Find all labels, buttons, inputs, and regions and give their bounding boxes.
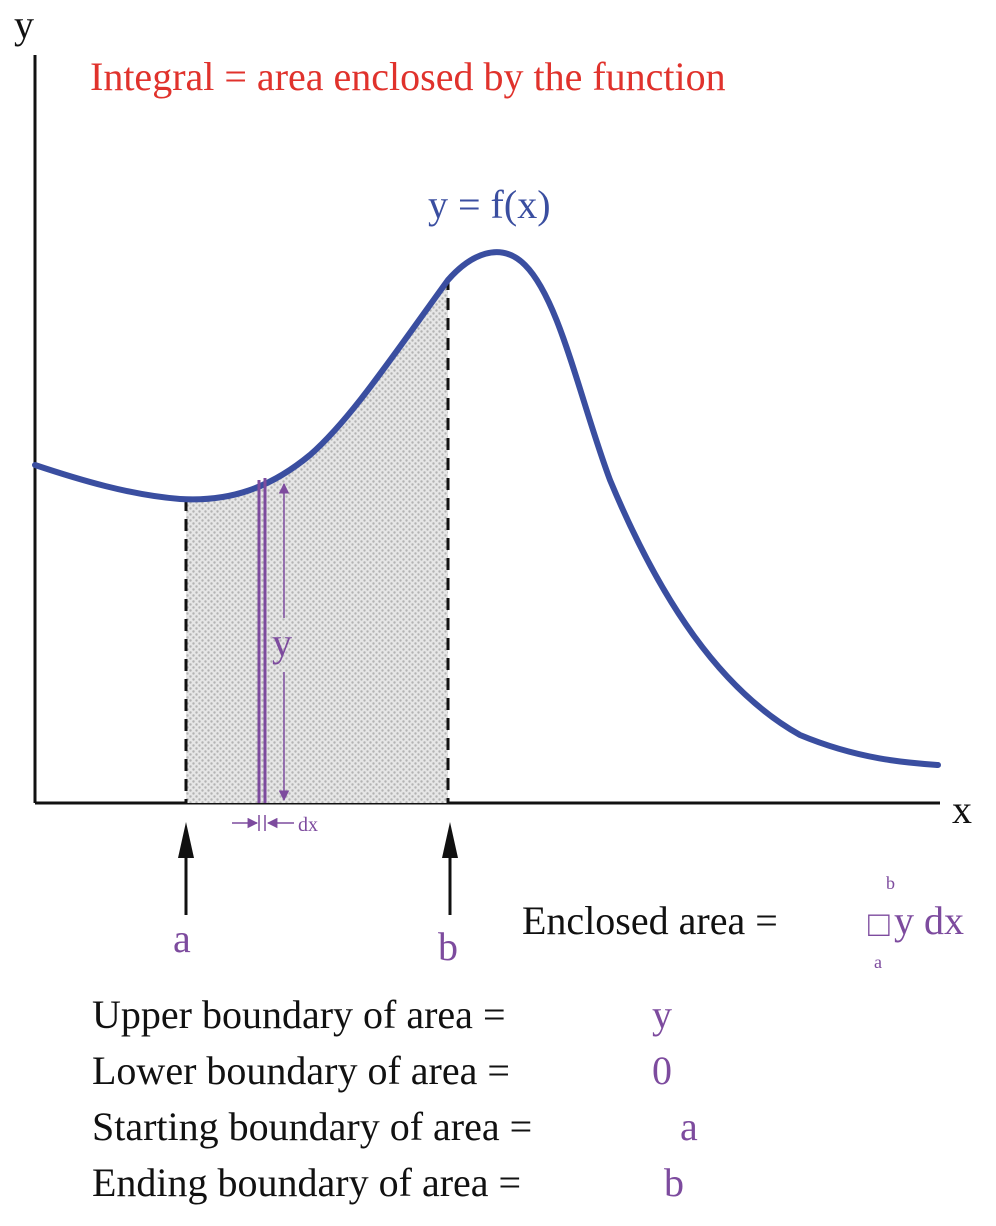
dx-label: dx (298, 814, 318, 836)
formula-lhs: Enclosed area = (522, 898, 778, 943)
height-label: y (272, 620, 292, 665)
boundary-label-end: Ending boundary of area = (92, 1160, 521, 1205)
boundary-label-upper: Upper boundary of area = (92, 992, 506, 1037)
boundary-list: Upper boundary of area = y Lower boundar… (92, 992, 698, 1205)
curve-label: y = f(x) (428, 182, 551, 227)
marker-b-arrowhead (442, 822, 458, 858)
boundary-value-lower: 0 (652, 1048, 672, 1093)
integral-lower-limit: a (874, 952, 882, 972)
y-axis-label: y (14, 2, 34, 47)
integrand: y dx (894, 898, 964, 943)
boundary-value-start: a (680, 1104, 698, 1149)
diagram-title: Integral = area enclosed by the function (90, 54, 726, 99)
boundary-label-lower: Lower boundary of area = (92, 1048, 510, 1093)
boundary-label-start: Starting boundary of area = (92, 1104, 532, 1149)
shaded-area (186, 280, 448, 803)
boundary-value-end: b (664, 1160, 684, 1205)
x-axis-label: x (952, 787, 972, 832)
function-curve (32, 249, 941, 768)
integral-upper-limit: b (886, 873, 895, 893)
integral-symbol: □ (868, 904, 890, 944)
marker-a-label: a (173, 916, 191, 961)
boundary-value-upper: y (652, 992, 672, 1037)
marker-a-arrowhead (178, 822, 194, 858)
marker-b-label: b (438, 924, 458, 969)
